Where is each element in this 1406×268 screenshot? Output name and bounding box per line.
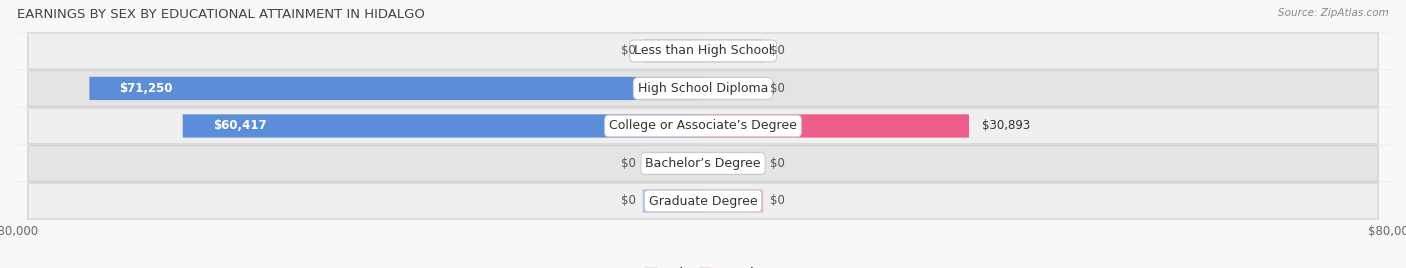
Text: $0: $0 <box>770 195 785 207</box>
FancyBboxPatch shape <box>28 70 1378 106</box>
Text: College or Associate’s Degree: College or Associate’s Degree <box>609 120 797 132</box>
Text: $71,250: $71,250 <box>120 82 173 95</box>
FancyBboxPatch shape <box>28 108 1378 144</box>
Text: $0: $0 <box>770 82 785 95</box>
FancyBboxPatch shape <box>643 39 703 62</box>
Text: $0: $0 <box>770 44 785 57</box>
Text: EARNINGS BY SEX BY EDUCATIONAL ATTAINMENT IN HIDALGO: EARNINGS BY SEX BY EDUCATIONAL ATTAINMEN… <box>17 8 425 21</box>
FancyBboxPatch shape <box>703 39 763 62</box>
Text: Graduate Degree: Graduate Degree <box>648 195 758 207</box>
Legend: Male, Female: Male, Female <box>640 262 766 268</box>
Text: $0: $0 <box>621 195 636 207</box>
Text: $60,417: $60,417 <box>212 120 267 132</box>
Text: $0: $0 <box>770 157 785 170</box>
FancyBboxPatch shape <box>28 183 1378 219</box>
Text: $30,893: $30,893 <box>981 120 1031 132</box>
FancyBboxPatch shape <box>28 33 1378 69</box>
FancyBboxPatch shape <box>703 77 763 100</box>
FancyBboxPatch shape <box>643 189 703 213</box>
FancyBboxPatch shape <box>703 189 763 213</box>
FancyBboxPatch shape <box>703 152 763 175</box>
FancyBboxPatch shape <box>90 77 703 100</box>
Text: Source: ZipAtlas.com: Source: ZipAtlas.com <box>1278 8 1389 18</box>
Text: Less than High School: Less than High School <box>634 44 772 57</box>
Text: High School Diploma: High School Diploma <box>638 82 768 95</box>
FancyBboxPatch shape <box>183 114 703 137</box>
Text: Bachelor’s Degree: Bachelor’s Degree <box>645 157 761 170</box>
FancyBboxPatch shape <box>643 152 703 175</box>
FancyBboxPatch shape <box>703 114 969 137</box>
Text: $0: $0 <box>621 157 636 170</box>
Text: $0: $0 <box>621 44 636 57</box>
FancyBboxPatch shape <box>28 146 1378 181</box>
